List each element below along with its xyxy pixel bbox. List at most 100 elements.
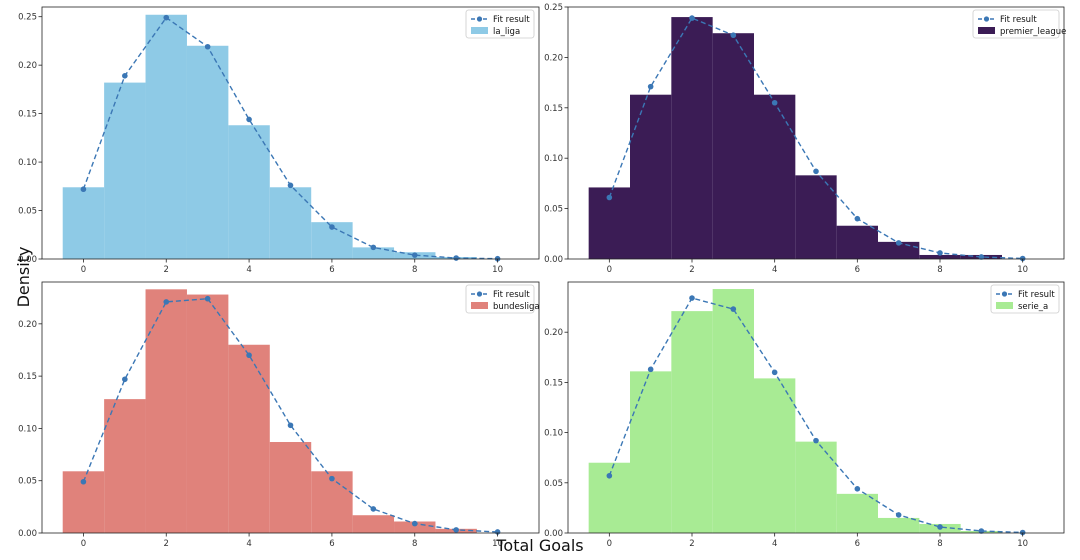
- x-tick-label: 4: [246, 265, 251, 275]
- histogram-bar: [919, 254, 961, 259]
- fit-point: [854, 486, 861, 492]
- legend-fit-marker: [983, 16, 990, 22]
- x-tick-label: 10: [492, 265, 503, 275]
- fit-point: [647, 366, 654, 373]
- y-tick-label: 0.15: [544, 378, 563, 388]
- legend-fit-marker: [476, 16, 483, 22]
- fit-point: [453, 527, 459, 533]
- subplot-premier_league: 0 2 4 6 8 10 0.00 0.05 0.10 0.15 0.20 0.25 Fit resul…: [544, 3, 1066, 275]
- fit-point: [246, 352, 252, 359]
- histogram-bar: [145, 289, 187, 533]
- fit-point: [1019, 529, 1026, 536]
- y-tick-label: 0.00: [18, 255, 37, 265]
- legend-histogram-swatch: [978, 27, 995, 34]
- histogram-bar: [269, 187, 312, 259]
- subplots: 0 2 4 6 8 10 0.00 0.05 0.10 0.15 0.20 0.25 Fit resul…: [18, 3, 1066, 549]
- fit-point: [813, 437, 819, 444]
- y-tick-label: 0.10: [544, 429, 563, 439]
- x-tick-label: 8: [412, 539, 417, 549]
- histogram-bar: [228, 125, 270, 259]
- axes-frame: [567, 6, 1065, 260]
- legend: Fit result serie_a: [990, 284, 1060, 314]
- y-tick-label: 0.20: [544, 328, 563, 338]
- fit-point: [411, 252, 418, 258]
- y-tick-label: 0.20: [18, 61, 37, 71]
- fit-point: [204, 43, 211, 50]
- x-tick-label: 4: [772, 539, 777, 549]
- y-tick-label: 0.25: [18, 13, 37, 23]
- fit-point: [411, 520, 418, 527]
- legend: Fit result premier_league: [972, 9, 1066, 39]
- histogram-bar: [104, 82, 146, 259]
- subplot-serie_a: 0 2 4 6 8 10 0.00 0.05 0.10 0.15 0.20 Fit result ser…: [544, 281, 1065, 549]
- histogram-bar: [186, 294, 229, 533]
- legend-histogram-label: premier_league: [1000, 27, 1066, 37]
- x-tick-label: 6: [329, 265, 334, 275]
- y-tick-label: 0.10: [544, 154, 563, 164]
- fit-point: [370, 506, 377, 512]
- legend-histogram-label: bundesliga: [493, 302, 540, 312]
- histogram-bar: [269, 442, 312, 533]
- histogram-bar: [754, 378, 796, 533]
- fit-point: [246, 116, 252, 123]
- y-tick-label: 0.05: [18, 477, 37, 487]
- histogram-bar: [104, 399, 146, 533]
- fit-point: [895, 240, 902, 246]
- fit-point: [978, 528, 985, 534]
- y-tick-label: 0.00: [18, 529, 37, 539]
- histogram-bar: [795, 175, 837, 259]
- fit-point: [647, 83, 654, 90]
- histogram-bar: [712, 33, 754, 259]
- histogram-bar: [311, 471, 353, 533]
- legend-fit-label: Fit result: [493, 15, 530, 25]
- fit-point: [730, 306, 737, 312]
- fit-point: [771, 369, 778, 376]
- fit-point: [453, 255, 459, 261]
- y-tick-label: 0.00: [544, 529, 563, 539]
- y-tick-label: 0.10: [18, 424, 37, 434]
- histogram-bar: [630, 94, 672, 259]
- x-tick-label: 0: [607, 539, 612, 549]
- histogram-bar: [352, 515, 395, 533]
- y-tick-label: 0.05: [544, 479, 563, 489]
- histogram-bar: [836, 225, 878, 259]
- y-tick-label: 0.05: [544, 205, 563, 215]
- histogram-bar: [795, 441, 837, 533]
- fit-point: [937, 524, 943, 530]
- histogram-bar: [836, 493, 878, 533]
- y-tick-label: 0.10: [18, 158, 37, 168]
- histogram-bar: [145, 14, 187, 260]
- fit-point: [204, 295, 211, 302]
- fit-point: [287, 182, 294, 189]
- x-tick-label: 4: [772, 265, 777, 275]
- histogram-bar: [712, 289, 754, 533]
- legend-histogram-swatch: [471, 27, 488, 34]
- y-tick-label: 0.15: [544, 104, 563, 114]
- fit-point: [122, 376, 128, 383]
- fit-point: [978, 254, 985, 260]
- legend-fit-marker: [1001, 291, 1008, 297]
- histogram-bar: [754, 94, 796, 259]
- x-tick-label: 0: [607, 265, 612, 275]
- legend-histogram-label: la_liga: [493, 27, 520, 37]
- fit-point: [329, 475, 335, 482]
- legend-fit-label: Fit result: [493, 290, 530, 300]
- histogram-bar: [630, 371, 672, 533]
- legend-histogram-label: serie_a: [1018, 302, 1048, 312]
- x-tick-label: 6: [855, 265, 860, 275]
- x-tick-label: 8: [412, 265, 417, 275]
- subplot-bundesliga: 0 2 4 6 8 10 0.00 0.05 0.10 0.15 0.20 Fit result bun…: [18, 281, 540, 549]
- fit-point: [606, 472, 613, 479]
- x-tick-label: 10: [1017, 265, 1028, 275]
- fit-point: [771, 99, 778, 106]
- fit-point: [813, 168, 819, 175]
- axes-frame: [41, 6, 540, 260]
- y-tick-label: 0.00: [544, 255, 563, 265]
- legend-histogram-swatch: [471, 302, 488, 309]
- histogram-bar: [671, 17, 713, 259]
- fit-point: [370, 244, 377, 251]
- fit-point: [329, 224, 335, 230]
- fit-point: [730, 32, 737, 39]
- x-tick-label: 2: [164, 265, 169, 275]
- y-tick-label: 0.20: [18, 320, 37, 330]
